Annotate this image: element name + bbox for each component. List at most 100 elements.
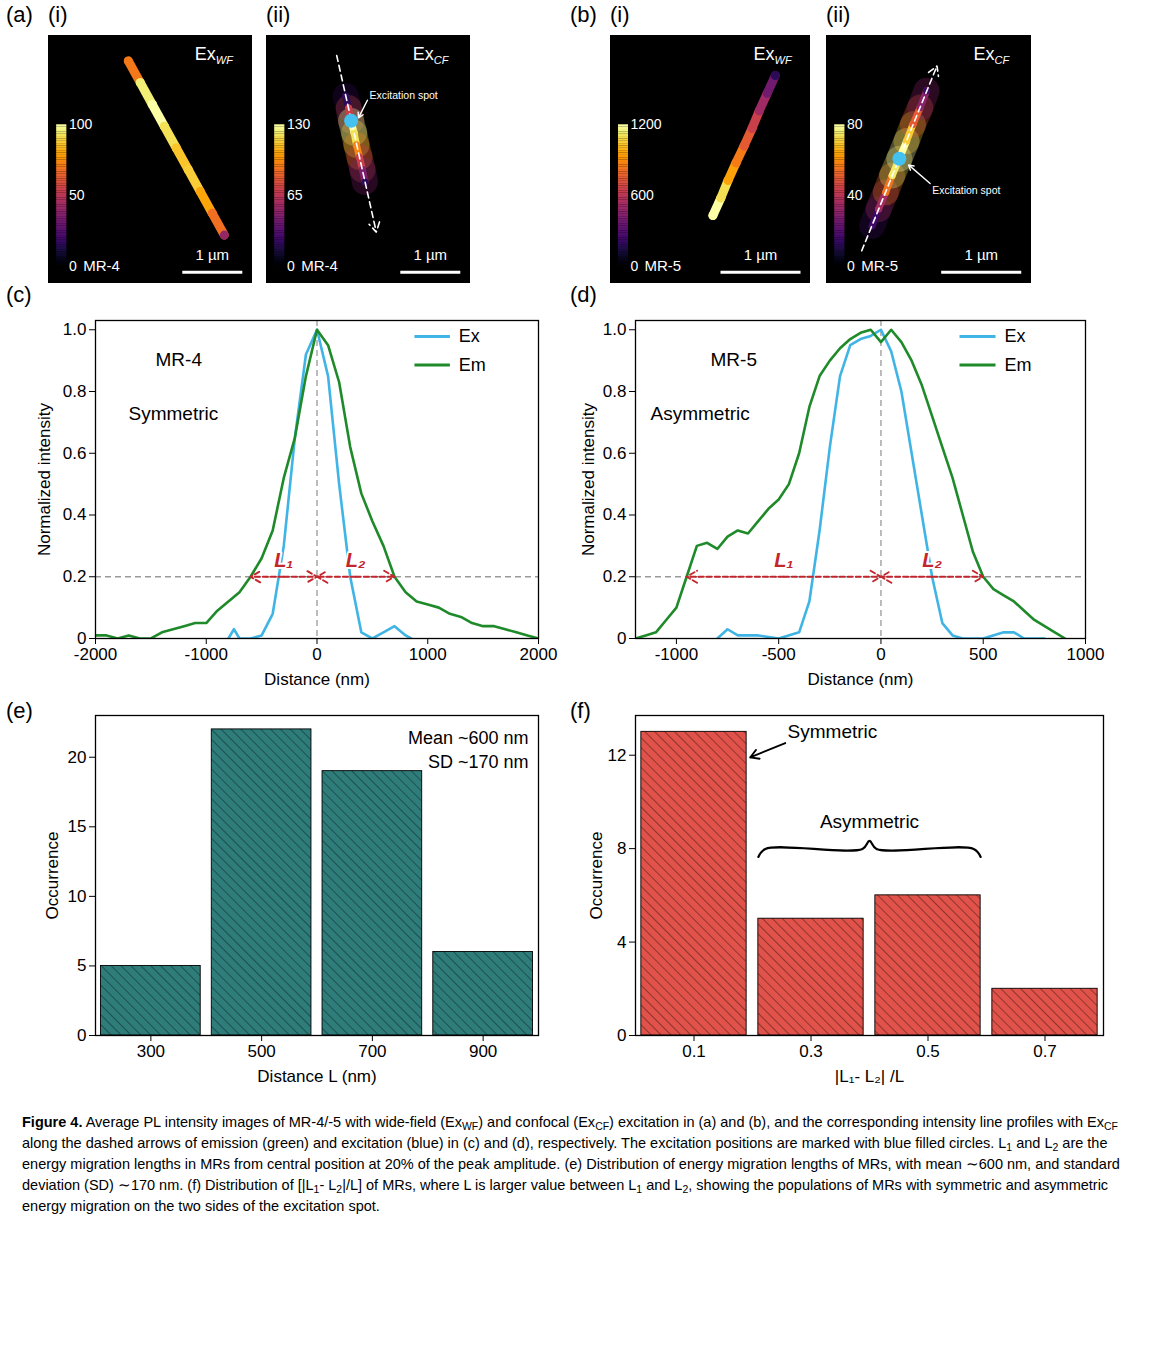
svg-text:Excitation spot: Excitation spot <box>932 184 1000 196</box>
svg-text:CF: CF <box>434 54 450 66</box>
svg-text:0.8: 0.8 <box>63 382 87 401</box>
svg-text:65: 65 <box>287 187 303 203</box>
svg-text:-500: -500 <box>762 645 796 664</box>
svg-text:0: 0 <box>287 258 295 274</box>
svg-text:80: 80 <box>847 116 863 132</box>
svg-text:2000: 2000 <box>520 645 558 664</box>
html-text:(b): (b) <box>570 2 597 27</box>
svg-text:WF: WF <box>775 54 793 66</box>
svg-text:0.5: 0.5 <box>916 1042 940 1061</box>
svg-text:5: 5 <box>77 956 86 975</box>
html-text:(d): (d) <box>570 282 597 307</box>
svg-text:L₂: L₂ <box>346 549 366 571</box>
svg-text:40: 40 <box>847 187 863 203</box>
svg-text:WF: WF <box>216 54 234 66</box>
svg-text:-2000: -2000 <box>74 645 117 664</box>
svg-text:Symmetric: Symmetric <box>129 403 219 424</box>
svg-text:1 µm: 1 µm <box>964 246 998 263</box>
svg-text:-1000: -1000 <box>655 645 698 664</box>
svg-text:CF: CF <box>995 54 1011 66</box>
svg-text:500: 500 <box>247 1042 275 1061</box>
svg-text:0: 0 <box>617 1026 626 1045</box>
svg-text:Distance (nm): Distance (nm) <box>264 670 370 689</box>
svg-text:1000: 1000 <box>409 645 447 664</box>
svg-text:0: 0 <box>77 1026 86 1045</box>
svg-text:Normalized intensity: Normalized intensity <box>35 402 54 556</box>
svg-text:MR-4: MR-4 <box>301 257 338 274</box>
svg-text:MR-5: MR-5 <box>711 349 757 370</box>
svg-text:0: 0 <box>617 629 626 648</box>
svg-text:0: 0 <box>631 258 639 274</box>
svg-text:L₁: L₁ <box>274 549 293 571</box>
svg-text:10: 10 <box>68 887 87 906</box>
html-text:(a): (a) <box>6 2 33 27</box>
svg-text:1200: 1200 <box>631 116 662 132</box>
svg-text:Symmetric: Symmetric <box>788 721 878 742</box>
svg-text:0: 0 <box>876 645 885 664</box>
svg-text:0: 0 <box>312 645 321 664</box>
svg-text:|L₁- L₂| /L: |L₁- L₂| /L <box>835 1067 904 1086</box>
svg-text:900: 900 <box>469 1042 497 1061</box>
svg-text:SD ~170 nm: SD ~170 nm <box>428 752 529 772</box>
svg-text:0.4: 0.4 <box>63 505 87 524</box>
svg-text:Em: Em <box>1005 355 1032 375</box>
svg-text:50: 50 <box>69 187 85 203</box>
svg-text:Distance L (nm): Distance L (nm) <box>257 1067 376 1086</box>
svg-text:500: 500 <box>969 645 997 664</box>
svg-text:1 µm: 1 µm <box>195 246 229 263</box>
svg-text:Asymmetric: Asymmetric <box>820 811 919 832</box>
html-text:(e): (e) <box>6 698 33 723</box>
svg-text:Ex: Ex <box>459 326 480 346</box>
svg-text:Mean ~600 nm: Mean ~600 nm <box>408 728 529 748</box>
svg-text:MR-5: MR-5 <box>861 257 898 274</box>
html-text:(c): (c) <box>6 282 32 307</box>
svg-text:L₂: L₂ <box>922 549 942 571</box>
svg-text:1.0: 1.0 <box>603 320 627 339</box>
svg-text:0: 0 <box>847 258 855 274</box>
svg-text:Distance (nm): Distance (nm) <box>808 670 914 689</box>
svg-text:Occurrence: Occurrence <box>43 832 62 920</box>
svg-text:300: 300 <box>137 1042 165 1061</box>
html-text:(ii): (ii) <box>266 2 291 27</box>
svg-text:130: 130 <box>287 116 311 132</box>
svg-text:1.0: 1.0 <box>63 320 87 339</box>
svg-text:700: 700 <box>358 1042 386 1061</box>
svg-text:Em: Em <box>459 355 486 375</box>
svg-text:0.3: 0.3 <box>799 1042 823 1061</box>
svg-text:1 µm: 1 µm <box>413 246 447 263</box>
svg-text:Occurrence: Occurrence <box>587 832 606 920</box>
svg-text:0.7: 0.7 <box>1033 1042 1057 1061</box>
svg-text:100: 100 <box>69 116 93 132</box>
svg-text:0.2: 0.2 <box>63 567 87 586</box>
svg-text:0.8: 0.8 <box>603 382 627 401</box>
svg-text:4: 4 <box>617 933 626 952</box>
svg-text:1000: 1000 <box>1067 645 1105 664</box>
svg-text:0.6: 0.6 <box>603 444 627 463</box>
svg-text:0.4: 0.4 <box>603 505 627 524</box>
html-text:(ii): (ii) <box>826 2 851 27</box>
svg-text:0.1: 0.1 <box>682 1042 706 1061</box>
svg-text:Ex: Ex <box>413 44 434 64</box>
svg-text:-1000: -1000 <box>185 645 228 664</box>
svg-text:0.6: 0.6 <box>63 444 87 463</box>
svg-text:MR-4: MR-4 <box>156 349 203 370</box>
svg-text:12: 12 <box>608 746 627 765</box>
svg-text:8: 8 <box>617 839 626 858</box>
svg-text:0: 0 <box>69 258 77 274</box>
svg-text:1 µm: 1 µm <box>744 246 778 263</box>
svg-text:Excitation spot: Excitation spot <box>369 89 437 101</box>
svg-text:MR-4: MR-4 <box>83 257 120 274</box>
svg-text:0.2: 0.2 <box>603 567 627 586</box>
svg-text:L₁: L₁ <box>774 549 793 571</box>
svg-text:Ex: Ex <box>1005 326 1026 346</box>
svg-text:15: 15 <box>68 817 87 836</box>
svg-text:MR-5: MR-5 <box>645 257 682 274</box>
svg-text:600: 600 <box>631 187 655 203</box>
svg-text:Ex: Ex <box>195 44 216 64</box>
svg-text:Ex: Ex <box>974 44 995 64</box>
html-text:along the dashed arrows of emi: along the dashed arrows of emission (gre… <box>22 1135 1120 1215</box>
svg-text:20: 20 <box>68 748 87 767</box>
svg-text:Ex: Ex <box>753 44 774 64</box>
svg-text:Asymmetric: Asymmetric <box>651 403 750 424</box>
svg-text:Normalized intensity: Normalized intensity <box>579 402 598 556</box>
